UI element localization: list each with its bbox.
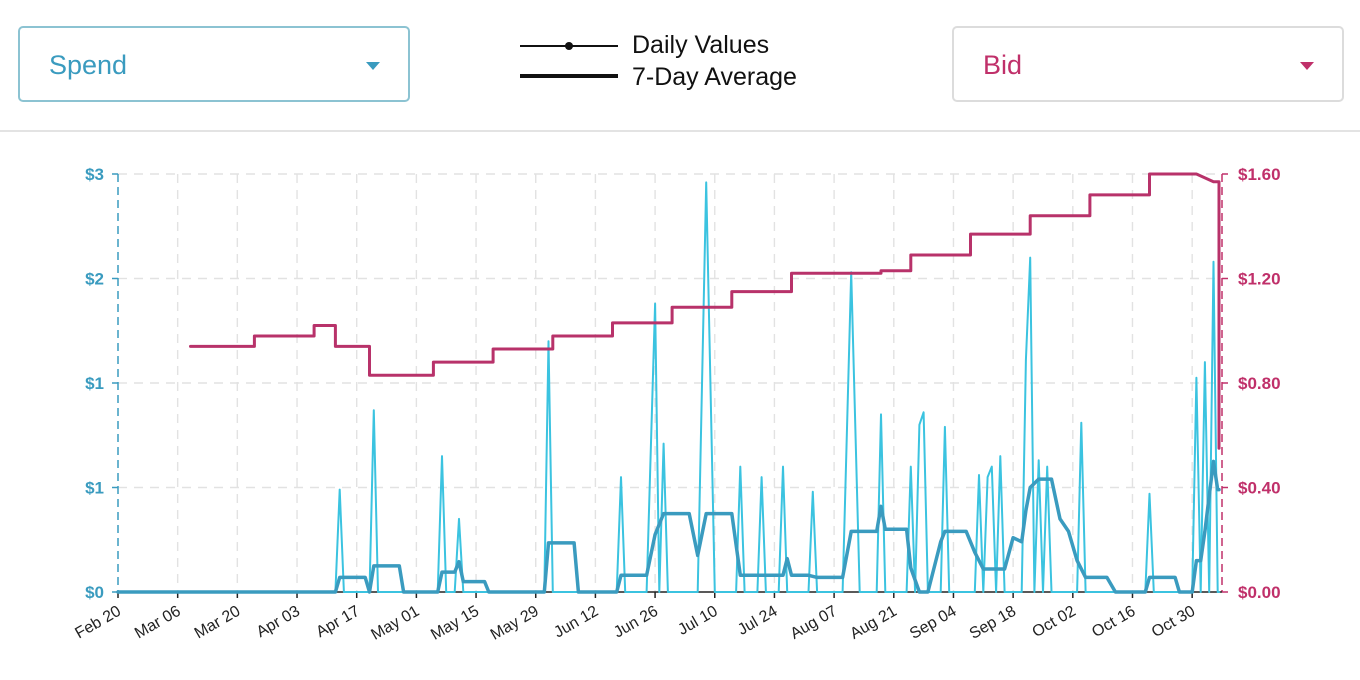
daily-line-swatch-icon	[520, 42, 618, 50]
x-axis-tick-label: Jun 26	[611, 603, 661, 642]
legend-item-average: 7-Day Average	[518, 62, 848, 92]
left-metric-label: Spend	[49, 50, 128, 80]
x-axis-tick-label: Mar 20	[192, 603, 244, 643]
left-metric-dropdown[interactable]: Spend	[18, 26, 410, 102]
x-axis-tick-label: May 29	[488, 603, 542, 644]
series	[116, 172, 1221, 594]
x-axis-tick-label: Jun 12	[551, 603, 601, 642]
right-axis-tick-label: $1.20	[1238, 270, 1281, 289]
right-metric-label: Bid	[983, 50, 1023, 80]
x-axis-tick-label: Feb 20	[72, 603, 124, 643]
right-axis-tick-label: $0.80	[1238, 374, 1281, 393]
chevron-down-icon	[366, 62, 380, 70]
legend-average-label: 7-Day Average	[632, 63, 797, 91]
axes	[112, 173, 1228, 598]
right-metric-dropdown[interactable]: Bid	[952, 26, 1344, 102]
left-axis-tick-label: $0	[85, 583, 104, 602]
left-axis-tick-label: $2	[85, 270, 104, 289]
chart-legend: Daily Values 7-Day Average	[518, 30, 848, 96]
x-axis-tick-label: Jul 10	[675, 603, 721, 639]
x-axis-tick-label: Aug 21	[847, 603, 900, 643]
x-axis-tick-label: Oct 02	[1029, 603, 1078, 641]
tick-labels: $0 $1 $1 $2 $3 $0.00 $0.40 $0.80 $1.20 $1.60 Feb 2…	[72, 165, 1280, 644]
bid-line	[189, 172, 1221, 450]
grid	[118, 173, 1222, 592]
x-axis-tick-label: Sep 04	[907, 603, 960, 643]
x-axis-tick-label: May 01	[368, 603, 422, 644]
left-axis-tick-label: $3	[85, 165, 104, 184]
legend-item-daily: Daily Values	[518, 30, 848, 60]
x-axis-tick-label: Sep 18	[967, 603, 1020, 643]
chevron-down-icon	[1300, 62, 1314, 70]
x-axis-tick-label: May 15	[428, 603, 482, 644]
right-axis-tick-label: $1.60	[1238, 165, 1281, 184]
x-axis-tick-label: Aug 07	[788, 603, 841, 643]
x-axis-tick-label: Apr 17	[313, 603, 362, 641]
average-line-swatch-icon	[520, 74, 618, 78]
spend-daily-line	[117, 181, 1220, 593]
left-axis-tick-label: $1	[85, 479, 104, 498]
right-axis-tick-label: $0.00	[1238, 583, 1281, 602]
x-axis-tick-label: Oct 30	[1149, 603, 1198, 641]
spend-average-line	[116, 459, 1221, 594]
x-axis-tick-label: Mar 06	[132, 603, 184, 643]
x-axis-tick-label: Apr 03	[254, 603, 303, 641]
x-axis-tick-label: Jul 24	[735, 603, 781, 639]
legend-daily-label: Daily Values	[632, 31, 770, 59]
x-axis-tick-label: Oct 16	[1089, 603, 1138, 641]
right-axis-tick-label: $0.40	[1238, 479, 1281, 498]
spend-bid-chart: $0 $1 $1 $2 $3 $0.00 $0.40 $0.80 $1.20 $1.60 Feb 2…	[72, 165, 1280, 644]
toolbar: Spend Daily Values 7-Day Average Bid	[0, 0, 1360, 132]
left-axis-tick-label: $1	[85, 374, 104, 393]
